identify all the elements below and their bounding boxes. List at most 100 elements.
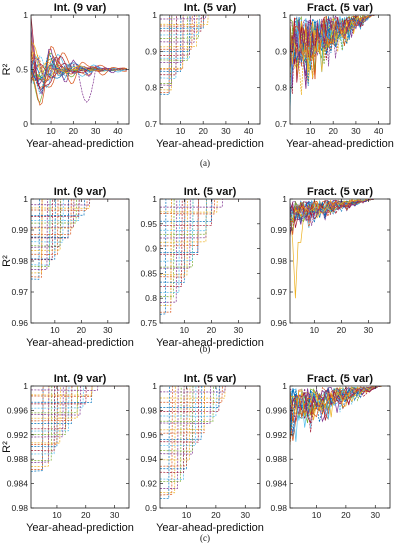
x-tick-label: 10 — [182, 510, 192, 520]
series-line — [31, 386, 129, 403]
series-line — [31, 386, 129, 435]
axes-box — [159, 14, 261, 125]
series-line — [31, 386, 129, 438]
series-group — [160, 386, 260, 500]
series-line — [160, 199, 260, 268]
x-tick-label: 20 — [81, 510, 91, 520]
series-line — [160, 15, 260, 95]
y-tick-label: 0.988 — [7, 454, 29, 464]
subcaption: (b) — [200, 344, 211, 354]
y-tick-label: 0.98 — [270, 503, 287, 513]
subcaption: (a) — [200, 158, 210, 168]
panel-0-1: 10 20 30 40 0.7 0.8 0.9 1 Int. (5 var) Year-ahead… — [145, 2, 264, 150]
series-line — [160, 386, 260, 417]
series-line — [160, 386, 260, 393]
series-line — [160, 199, 260, 315]
y-axis-label: R² — [1, 441, 13, 453]
series-line — [160, 15, 260, 64]
axes-box — [159, 385, 261, 509]
series-line — [31, 199, 129, 239]
x-axis-label: Year-ahead-prediction — [156, 337, 264, 349]
series-group — [31, 199, 129, 280]
series-group — [160, 199, 260, 315]
series-line — [160, 386, 260, 399]
y-tick-label: 0.7 — [145, 119, 157, 129]
series-line — [31, 199, 129, 229]
series-line — [31, 199, 129, 224]
series-line — [290, 199, 374, 226]
y-tick-label: 0.9 — [145, 46, 157, 56]
series-line — [31, 199, 129, 217]
series-line — [31, 199, 129, 280]
series-line — [31, 199, 129, 248]
series-line — [160, 15, 260, 73]
series-group — [160, 15, 260, 95]
x-tick-label: 20 — [328, 126, 338, 136]
panel-1-0: 10 20 30 0.96 0.97 0.98 0.99 1 Int. (9 var) Year-… — [1, 186, 134, 349]
x-tick-label: 40 — [374, 126, 384, 136]
series-line — [290, 15, 375, 69]
series-group — [290, 15, 375, 111]
series-line — [160, 15, 260, 20]
x-tick-label: 30 — [241, 510, 251, 520]
y-tick-label: 0.92 — [140, 479, 157, 489]
x-tick-label: 10 — [312, 510, 322, 520]
series-line — [160, 386, 260, 424]
y-tick-label: 0.75 — [140, 318, 157, 328]
series-line — [31, 386, 129, 470]
series-line — [31, 386, 129, 424]
y-tick-label: 0.96 — [11, 318, 28, 328]
y-tick-label: 0.94 — [140, 454, 157, 464]
series-line — [160, 386, 260, 470]
panel-title: Int. (9 var) — [54, 186, 107, 198]
series-line — [160, 386, 260, 404]
series-line — [290, 15, 375, 89]
series-line — [31, 386, 129, 444]
series-line — [31, 386, 129, 396]
y-tick-label: 1 — [23, 194, 28, 204]
series-line — [31, 199, 129, 267]
panel-2-2: 10 20 30 0.98 0.984 0.988 0.992 0.996 1 Fract. (5… — [266, 373, 391, 520]
series-line — [160, 15, 260, 76]
y-tick-label: 1 — [152, 194, 157, 204]
panel-0-2: 10 20 30 40 0.7 0.8 0.9 1 Fract. (5 var) Year-ahe… — [275, 2, 394, 150]
y-tick-label: 0.98 — [11, 256, 28, 266]
axes-box — [289, 385, 391, 509]
series-line — [31, 386, 129, 467]
x-axis-label: Year-ahead-prediction — [26, 138, 134, 150]
y-axis-label: R² — [1, 255, 13, 267]
series-line — [160, 15, 260, 26]
series-line — [160, 15, 260, 32]
panel-title: Fract. (5 var) — [307, 2, 373, 14]
series-line — [160, 199, 260, 236]
series-line — [31, 386, 129, 414]
series-line — [160, 386, 260, 441]
series-line — [160, 199, 260, 208]
series-line — [31, 199, 129, 266]
y-tick-label: 0.984 — [7, 479, 29, 489]
x-tick-label: 20 — [207, 325, 217, 335]
series-line — [31, 386, 129, 472]
x-tick-label: 20 — [341, 510, 351, 520]
series-group — [31, 16, 127, 106]
series-line — [31, 199, 129, 243]
y-tick-label: 0.9 — [145, 503, 157, 513]
series-line — [31, 199, 129, 251]
series-line — [160, 15, 260, 52]
x-tick-label: 30 — [110, 510, 120, 520]
y-tick-label: 0 — [23, 119, 28, 129]
series-line — [160, 199, 260, 223]
series-line — [31, 199, 129, 209]
x-tick-label: 20 — [77, 325, 87, 335]
series-line — [290, 386, 382, 437]
y-tick-label: 0.996 — [7, 405, 29, 415]
x-tick-label: 30 — [91, 126, 101, 136]
series-group — [290, 386, 382, 445]
y-tick-label: 0.9 — [275, 46, 287, 56]
y-tick-label: 0.9 — [145, 244, 157, 254]
panel-title: Int. (5 var) — [184, 2, 237, 14]
y-tick-label: 0.98 — [270, 256, 287, 266]
y-tick-label: 0.97 — [270, 287, 287, 297]
series-line — [160, 386, 260, 482]
series-line — [160, 199, 260, 213]
